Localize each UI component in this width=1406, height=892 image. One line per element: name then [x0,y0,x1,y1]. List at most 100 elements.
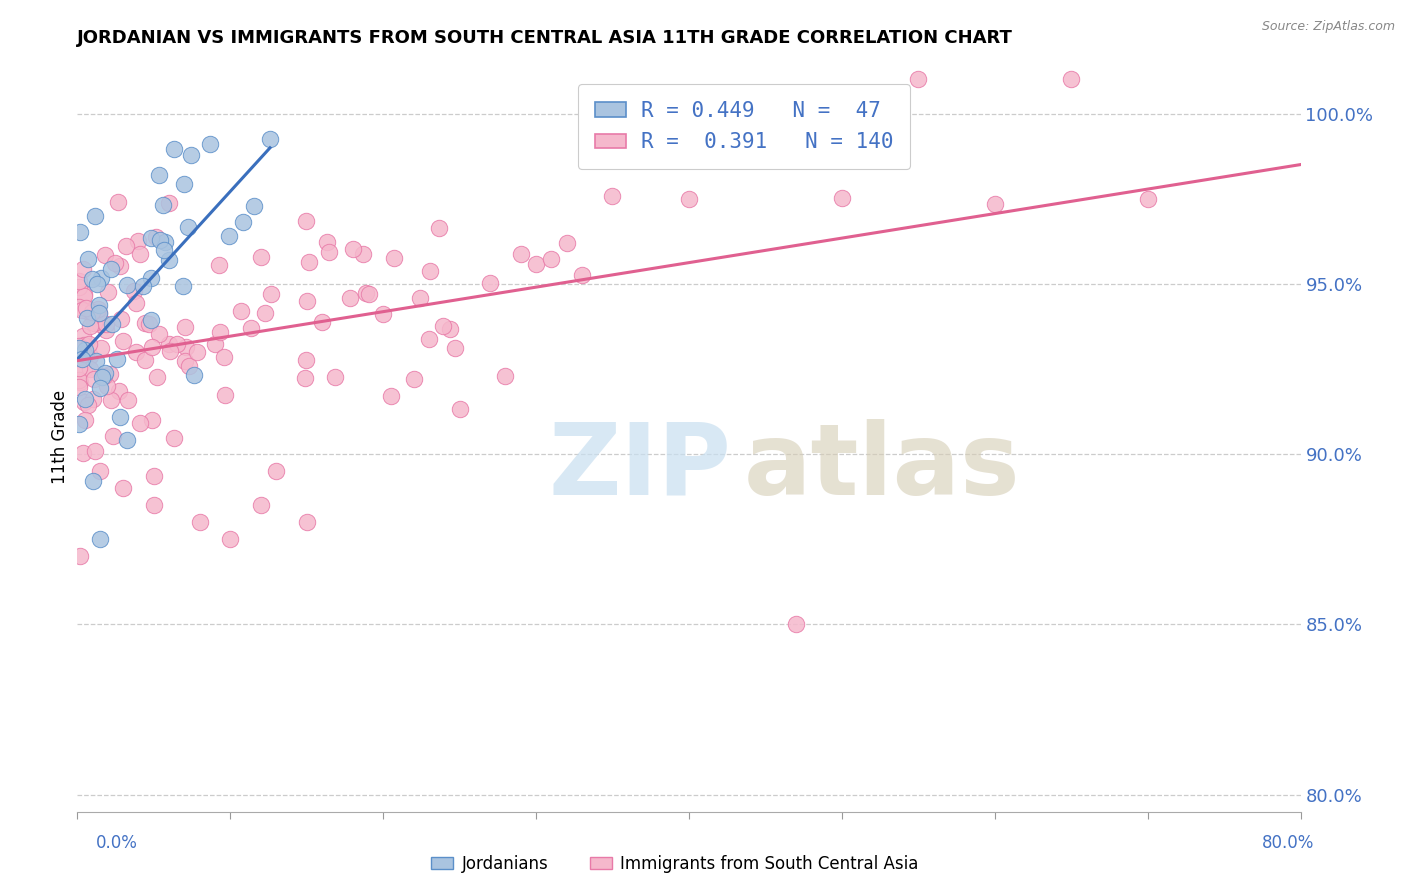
Point [73,413,96,427]
Point [1060,72,1083,87]
Point [250,498,273,512]
Point [67,280,90,294]
Point [157,252,180,267]
Point [198,137,221,152]
Point [84,209,107,223]
Point [72,394,94,409]
Point [80,305,103,319]
Point [260,287,283,301]
Point [84,354,107,368]
Point [240,321,263,335]
Point [93,369,115,384]
Point [218,229,240,244]
Point [298,255,321,269]
Point [231,304,253,318]
Point [495,369,517,384]
Point [115,433,138,447]
Point [540,252,562,267]
Point [831,190,853,204]
Point [115,239,138,253]
Point [79,349,101,363]
Point [132,278,155,293]
Point [146,369,169,384]
Point [70,352,93,367]
Point [108,384,131,398]
Point [524,257,547,271]
Point [318,244,340,259]
Point [380,389,402,403]
Point [139,312,162,326]
Point [143,468,166,483]
Point [157,337,180,351]
Point [76,310,98,325]
Point [209,325,232,339]
Point [259,132,281,146]
Point [72,329,94,343]
Point [172,278,194,293]
Point [72,262,94,277]
Point [316,235,339,249]
Point [444,341,467,355]
Point [186,344,208,359]
Text: 0.0%: 0.0% [96,834,138,852]
Point [148,326,170,341]
Point [555,235,578,250]
Point [159,344,181,359]
Point [115,278,138,293]
Point [127,234,149,248]
Point [163,431,186,445]
Point [67,360,90,375]
Point [87,306,110,320]
Point [188,515,211,529]
Point [141,413,163,427]
Point [73,343,96,358]
Point [73,289,96,303]
Point [212,350,235,364]
Point [67,373,90,387]
Point [183,368,205,382]
Point [69,549,91,564]
Point [134,316,156,330]
Point [112,481,135,495]
Point [157,195,180,210]
Point [352,246,374,260]
Point [89,533,111,547]
Point [129,417,152,431]
Point [101,318,124,332]
Point [180,148,202,162]
Point [103,429,125,443]
Point [76,301,98,316]
Point [432,319,454,334]
Point [138,317,160,331]
Point [409,291,432,305]
Point [67,380,90,394]
Legend: R = 0.449   N =  47, R =  0.391   N = 140: R = 0.449 N = 47, R = 0.391 N = 140 [578,84,910,169]
Point [418,332,440,346]
Point [294,370,316,384]
Point [384,252,406,266]
Text: Source: ZipAtlas.com: Source: ZipAtlas.com [1261,20,1395,33]
Point [79,318,101,333]
Point [907,72,929,87]
Point [94,366,117,380]
Point [142,498,165,512]
Text: ZIP: ZIP [548,418,731,516]
Point [295,515,318,529]
Point [177,220,200,235]
Point [94,318,117,332]
Point [94,248,117,262]
Point [354,286,377,301]
Point [110,312,132,326]
Point [107,194,129,209]
Point [108,410,131,425]
Point [163,142,186,156]
Point [77,398,100,412]
Point [82,392,104,406]
Point [295,214,318,228]
Point [96,322,118,336]
Point [479,277,502,291]
Point [174,354,197,368]
Point [141,231,163,245]
Point [371,307,394,321]
Point [89,317,111,331]
